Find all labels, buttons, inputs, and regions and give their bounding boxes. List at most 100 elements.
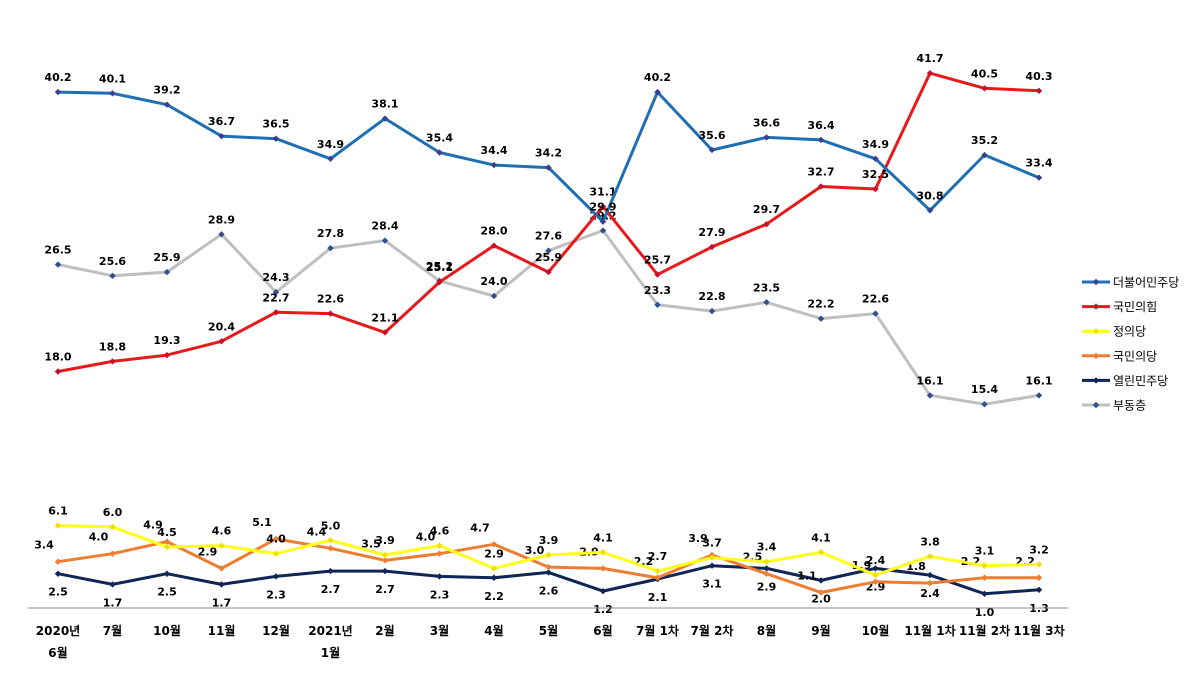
- data-label: 4.9: [143, 519, 163, 532]
- data-label: 4.7: [470, 521, 490, 534]
- data-point: [381, 237, 389, 244]
- data-point: [272, 289, 280, 296]
- series-정의당: 6.1 6.04.5 4.64.05.03.94.62.93.9 4.12.73.7 3…: [48, 505, 1049, 579]
- data-label: 27.8: [317, 227, 344, 240]
- series-더불어민주당: 40.2 40.1 39.2 36.7 36.5 34.9 38.1 35.4 34.4 34.2…: [44, 71, 1053, 225]
- data-point: [817, 577, 825, 584]
- data-label: 32.5: [862, 168, 889, 181]
- x-tick-label: 2021년 1월: [308, 624, 352, 660]
- x-tick-label: 11월: [208, 623, 236, 638]
- data-point: [381, 551, 389, 559]
- data-label: 40.2: [44, 71, 71, 84]
- legend-item-열린민주당: 열린민주당: [1082, 374, 1168, 388]
- data-point: [654, 301, 661, 308]
- data-point: [109, 581, 116, 588]
- data-label: 20.4: [208, 320, 235, 333]
- data-label: 21.1: [371, 312, 398, 325]
- data-label: 18.8: [99, 340, 126, 353]
- data-label: 25.6: [99, 255, 126, 268]
- data-point: [272, 550, 280, 557]
- data-point: [817, 549, 825, 556]
- data-point: [599, 218, 607, 225]
- data-point: [490, 541, 498, 548]
- data-label: 3.1: [702, 578, 722, 591]
- data-label: 34.9: [317, 138, 344, 151]
- data-label: 25.9: [535, 251, 562, 264]
- data-point: [599, 203, 607, 210]
- data-label: 4.6: [430, 525, 450, 538]
- data-label: 36.5: [262, 118, 289, 131]
- data-label: 3.8: [920, 535, 940, 548]
- data-label: 35.2: [971, 134, 998, 147]
- data-point: [218, 132, 225, 140]
- data-label: 25.9: [153, 251, 180, 264]
- data-point: [163, 538, 171, 545]
- data-point: [218, 565, 225, 572]
- x-tick-label: 4월: [484, 623, 503, 638]
- x-tick-label: 9월: [811, 623, 830, 638]
- data-label: 5.1: [252, 516, 272, 529]
- data-label: 3.9: [375, 534, 395, 547]
- x-tick-label: 11월 2차: [959, 623, 1010, 638]
- data-label: 3.4: [757, 541, 777, 554]
- data-label: 18.0: [44, 351, 71, 364]
- data-point: [708, 243, 716, 251]
- data-label: 2.5: [157, 586, 177, 599]
- legend-item-국민의힘: 국민의힘: [1082, 300, 1157, 314]
- data-point: [545, 268, 552, 276]
- data-label: 38.1: [371, 98, 398, 111]
- data-label: 19.3: [153, 334, 180, 347]
- data-point: [1035, 174, 1043, 181]
- data-point: [436, 278, 443, 286]
- data-point: [708, 307, 716, 315]
- data-point: [654, 574, 661, 581]
- data-point: [872, 578, 879, 585]
- data-point: [109, 272, 116, 280]
- data-label: 1.7: [212, 596, 232, 609]
- data-point: [54, 522, 62, 529]
- data-point: [1035, 586, 1043, 594]
- data-point: [327, 567, 334, 575]
- x-tick-label: 7월 2차: [691, 623, 734, 638]
- x-tick-label: 10월: [862, 623, 890, 638]
- data-point: [218, 338, 225, 345]
- data-label: 5.0: [321, 519, 341, 532]
- data-label: 3.1: [975, 545, 995, 558]
- data-label: 40.2: [644, 71, 671, 84]
- x-axis: 2020년 6월 7월 10월 11월 12월 2021년 1월 2월 3월 4월 5월 6월 7월 1차…: [28, 607, 1068, 660]
- x-tick-label: 10월: [153, 623, 181, 638]
- data-point: [109, 523, 116, 531]
- data-point: [654, 88, 661, 96]
- data-label: 36.6: [753, 116, 780, 129]
- series-국민의당: 3.44.04.92.95.14.43.54.04.73.0 2.92.23.92…: [34, 516, 1043, 596]
- series-열린민주당: 2.5 1.7 2.5 1.7 2.3 2.7 2.7 2.3 2.2 2.6 1.2 2.1 3.1 2…: [48, 562, 1049, 619]
- legend-marker: [1092, 401, 1100, 409]
- data-point: [327, 545, 334, 552]
- x-tick-label: 6월: [593, 623, 612, 638]
- series-line-국민의힘: [57, 71, 1040, 373]
- data-point: [109, 90, 116, 97]
- data-point: [763, 299, 770, 306]
- data-point: [381, 557, 389, 564]
- data-label: 3.2: [1029, 543, 1049, 556]
- x-tick-label: 11월 3차: [1013, 623, 1064, 638]
- data-label: 29.7: [753, 203, 780, 216]
- data-label: 2.9: [198, 545, 218, 558]
- x-tick-label: 7월 1차: [636, 623, 679, 638]
- data-point: [817, 589, 825, 596]
- data-label: 4.0: [416, 531, 436, 544]
- data-label: 2.7: [375, 583, 395, 596]
- data-label: 33.4: [1025, 157, 1052, 170]
- data-point: [545, 164, 552, 171]
- data-label: 22.6: [862, 293, 889, 306]
- data-label: 6.1: [48, 505, 68, 518]
- data-point: [708, 554, 716, 561]
- data-label: 28.9: [208, 213, 235, 226]
- x-tick-label: 3월: [430, 623, 449, 638]
- data-point: [545, 551, 552, 559]
- data-label: 22.7: [262, 291, 289, 304]
- data-point: [654, 271, 661, 278]
- data-label: 36.4: [807, 119, 834, 132]
- data-label: 2.5: [48, 586, 68, 599]
